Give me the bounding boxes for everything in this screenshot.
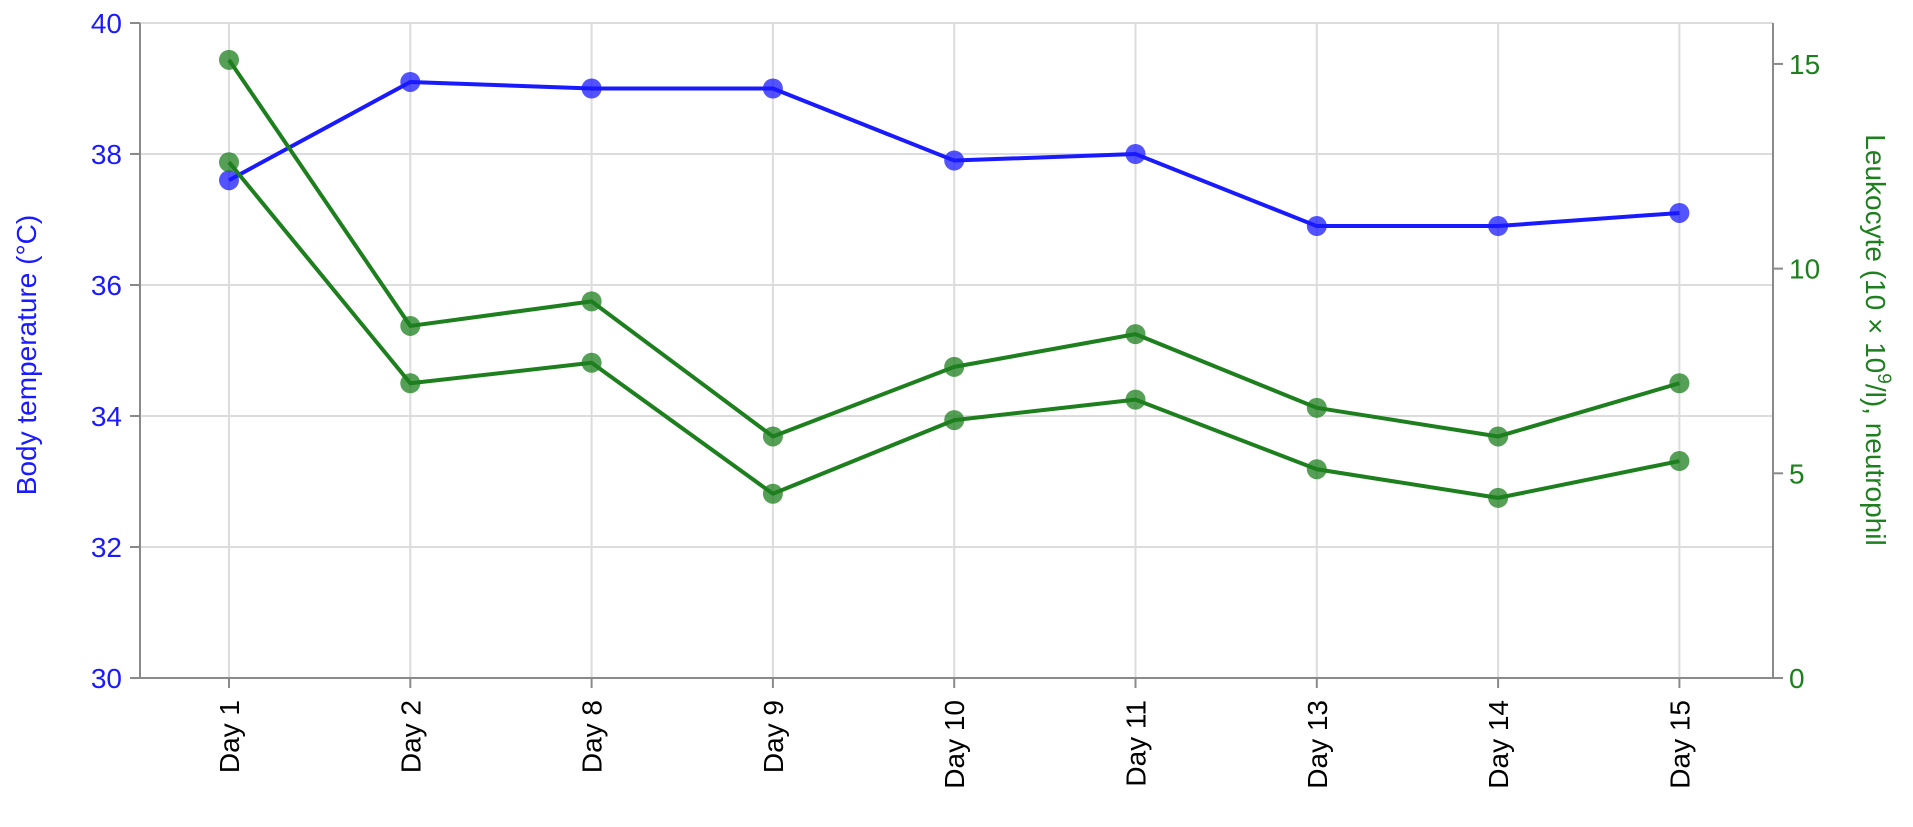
left-tick-label: 36: [91, 270, 122, 301]
data-point: [1125, 389, 1146, 410]
x-tick-label: Day 15: [1664, 700, 1695, 789]
series-layer: [219, 49, 1690, 508]
x-tick-label: Day 13: [1302, 700, 1333, 789]
left-tick-label: 30: [91, 663, 122, 694]
right-tick-label: 15: [1789, 49, 1820, 80]
left-tick-label: 32: [91, 532, 122, 563]
x-tick-label: Day 1: [214, 700, 245, 773]
x-tick-label: Day 9: [758, 700, 789, 773]
x-tick-label: Day 10: [939, 700, 970, 789]
right-axis-title: Leukocyte (10 × 109/l), neutrophil: [1860, 134, 1894, 545]
grid: [140, 22, 1773, 678]
x-tick-label: Day 11: [1121, 700, 1152, 787]
data-point: [400, 71, 421, 92]
data-point: [944, 356, 965, 377]
data-point: [1306, 459, 1327, 480]
data-point: [1306, 216, 1327, 237]
right-axis-title-part-1: Leukocyte (10 × 10: [1860, 134, 1891, 373]
data-point: [944, 150, 965, 171]
left-axis-title: Body temperature (°C): [11, 215, 42, 495]
left-tick-label: 34: [91, 401, 122, 432]
data-point: [219, 49, 239, 70]
left-axis-ticks: 30 32 34 36 38 40: [91, 8, 140, 694]
data-point: [944, 410, 965, 431]
data-point: [1669, 451, 1690, 472]
right-tick-label: 10: [1789, 254, 1820, 285]
left-tick-label: 38: [91, 139, 122, 170]
series-2: [219, 49, 1690, 447]
data-point: [581, 291, 602, 312]
right-tick-label: 5: [1789, 458, 1805, 489]
data-point: [1125, 324, 1146, 345]
series-1: [219, 71, 1690, 237]
data-point: [1488, 216, 1509, 237]
data-point: [581, 352, 602, 373]
data-point: [400, 315, 421, 336]
data-point: [762, 483, 783, 504]
data-point: [1669, 373, 1690, 394]
data-point: [219, 152, 239, 173]
x-tick-label: Day 2: [395, 700, 426, 773]
data-point: [581, 78, 602, 99]
left-tick-label: 40: [91, 8, 122, 39]
right-axis-title-part-2: /l), neutrophil: [1860, 384, 1891, 546]
data-point: [400, 373, 421, 394]
x-tick-label: Day 14: [1483, 700, 1514, 789]
data-point: [1306, 397, 1327, 418]
data-point: [1488, 426, 1509, 447]
data-point: [1488, 487, 1509, 508]
x-axis-ticks: Day 1 Day 2 Day 8 Day 9 Day 10 Day 11 Day 13 Da…: [214, 678, 1695, 789]
data-point: [219, 170, 239, 191]
data-point: [1125, 144, 1146, 164]
series-3: [219, 152, 1690, 508]
data-point: [1669, 202, 1690, 223]
data-point: [762, 78, 783, 99]
x-tick-label: Day 8: [577, 700, 608, 773]
axes: [139, 23, 1774, 679]
data-point: [762, 426, 783, 447]
right-tick-label: 0: [1789, 663, 1805, 694]
right-axis-ticks: 0 5 10 15: [1773, 49, 1820, 694]
right-axis-title-superscript: 9: [1873, 373, 1894, 384]
